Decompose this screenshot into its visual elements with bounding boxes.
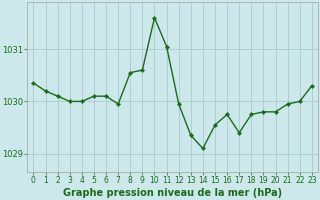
X-axis label: Graphe pression niveau de la mer (hPa): Graphe pression niveau de la mer (hPa): [63, 188, 282, 198]
